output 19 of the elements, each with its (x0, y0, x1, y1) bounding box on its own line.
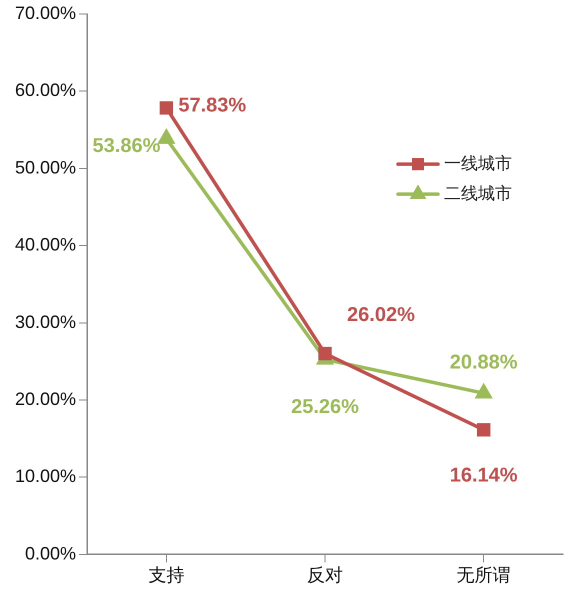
y-tick-label: 0.00% (25, 543, 76, 564)
data-label: 25.26% (291, 396, 360, 418)
data-label: 57.83% (178, 94, 246, 116)
data-label: 26.02% (347, 304, 416, 326)
y-tick-label: 50.00% (14, 157, 76, 178)
y-tick-label: 70.00% (14, 2, 76, 23)
y-tick-label: 10.00% (14, 466, 76, 486)
y-tick-label: 40.00% (14, 234, 76, 255)
data-label: 20.88% (450, 352, 518, 374)
legend-label: 二线城市 (444, 184, 512, 203)
x-tick-label: 无所谓 (456, 565, 511, 586)
legend-label: 一线城市 (444, 154, 512, 173)
y-tick-label: 60.00% (14, 80, 76, 100)
data-label: 53.86% (92, 135, 161, 158)
y-tick-label: 20.00% (14, 388, 76, 409)
y-tick-label: 30.00% (14, 312, 76, 332)
x-tick-label: 反对 (307, 565, 344, 586)
x-tick-label: 支持 (148, 565, 184, 586)
data-label: 16.14% (450, 464, 518, 486)
